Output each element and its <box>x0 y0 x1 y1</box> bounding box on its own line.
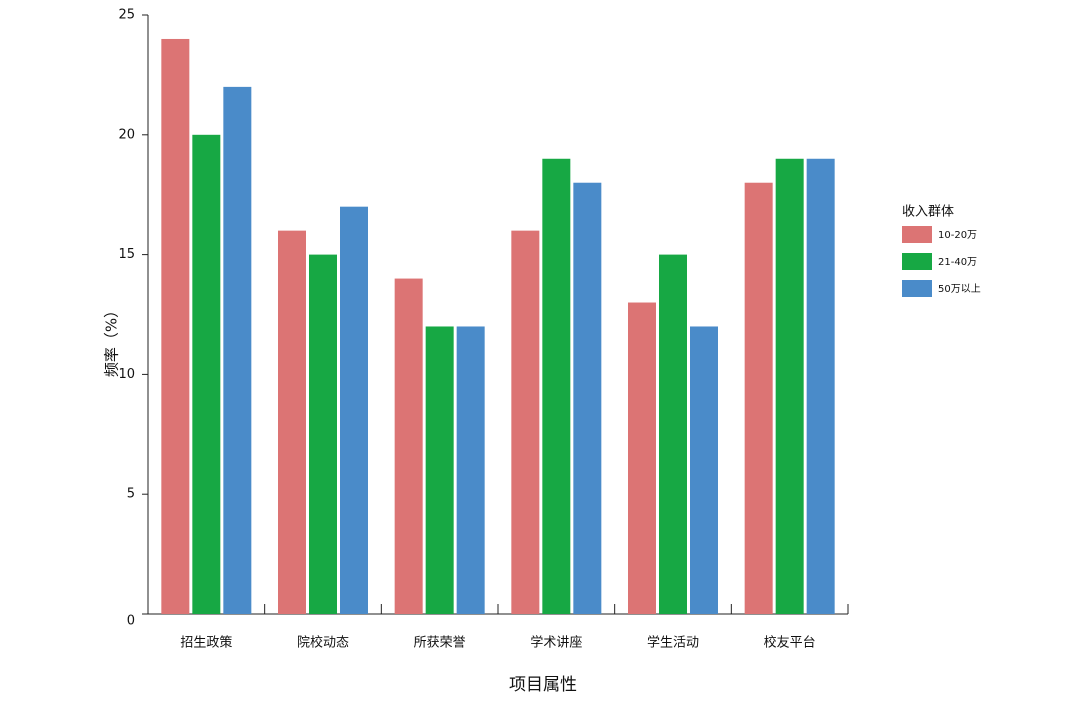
legend-label: 10-20万 <box>938 230 977 241</box>
legend-label: 21-40万 <box>938 257 977 268</box>
y-tick-label: 0 <box>127 614 135 629</box>
bar <box>394 278 423 614</box>
bar <box>161 38 190 614</box>
bar <box>425 326 454 614</box>
bar <box>309 254 337 614</box>
bar <box>573 182 602 614</box>
y-tick-label: 10 <box>118 367 135 382</box>
legend-swatch <box>902 253 932 270</box>
bar <box>278 230 306 614</box>
y-tick-label: 5 <box>127 487 135 502</box>
x-tick-label: 学生活动 <box>647 635 699 651</box>
y-tick-label: 15 <box>118 247 135 262</box>
x-axis-title: 项目属性 <box>509 675 577 695</box>
bar <box>690 326 718 614</box>
legend-label: 50万以上 <box>938 283 981 295</box>
bar <box>511 230 540 614</box>
legend-swatch <box>902 280 932 297</box>
x-tick-label: 校友平台 <box>764 635 816 651</box>
bar <box>775 158 804 614</box>
y-tick-label: 25 <box>118 8 135 23</box>
y-axis-title: 频率（%） <box>103 303 121 377</box>
bar <box>659 254 687 614</box>
bar <box>628 302 656 614</box>
bar <box>223 86 252 614</box>
bar <box>340 206 368 614</box>
bar <box>456 326 485 614</box>
y-tick-label: 20 <box>118 127 135 142</box>
x-tick-label: 所获荣誉 <box>414 636 466 651</box>
x-tick-label: 招生政策 <box>180 635 232 651</box>
bar <box>806 158 835 614</box>
bar <box>192 134 221 615</box>
legend-swatch <box>902 226 932 243</box>
x-tick-label: 院校动态 <box>297 635 349 651</box>
bar <box>744 182 773 614</box>
legend-title: 收入群体 <box>902 205 954 220</box>
bar <box>542 158 571 614</box>
x-tick-label: 学术讲座 <box>530 635 582 651</box>
